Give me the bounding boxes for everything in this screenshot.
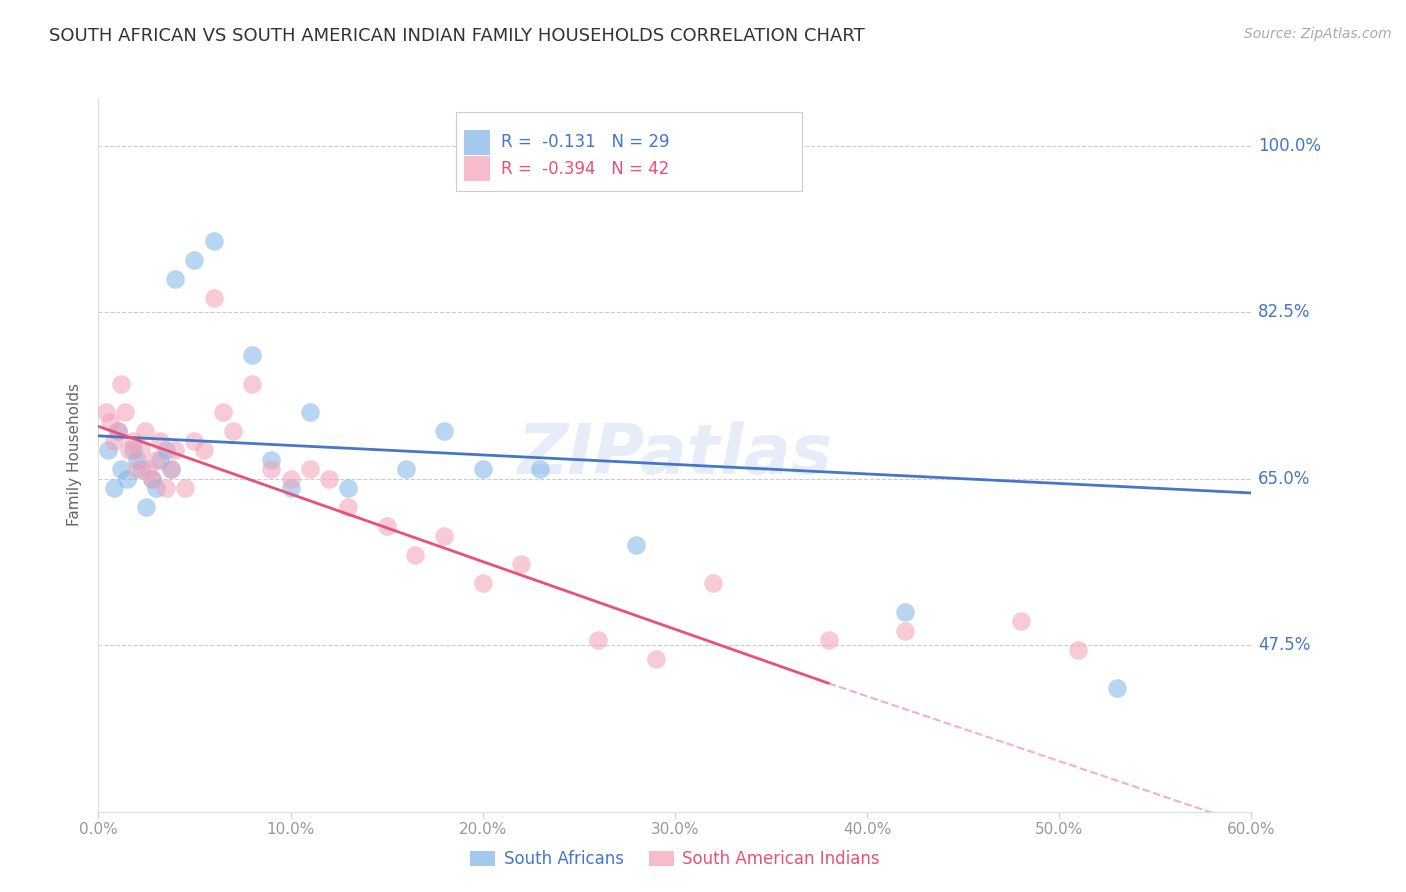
Point	[202, 291, 225, 305]
Text: ZIPatlas: ZIPatlas	[517, 421, 832, 489]
Point	[155, 443, 177, 458]
Point	[337, 500, 360, 515]
Point	[117, 472, 138, 486]
Text: Source: ZipAtlas.com: Source: ZipAtlas.com	[1244, 27, 1392, 41]
Point	[298, 462, 321, 476]
Point	[193, 443, 215, 458]
Point	[433, 529, 456, 543]
Point	[240, 348, 263, 362]
Point	[260, 452, 283, 467]
Point	[97, 443, 120, 458]
Point	[433, 424, 456, 438]
Point	[260, 462, 283, 476]
Legend: South Africans, South American Indians: South Africans, South American Indians	[464, 844, 886, 875]
Point	[141, 472, 163, 486]
Point	[134, 424, 156, 438]
Point	[240, 376, 263, 391]
Point	[94, 405, 117, 419]
Text: 100.0%: 100.0%	[1258, 136, 1322, 154]
Point	[165, 272, 187, 286]
Point	[129, 462, 152, 476]
Point	[118, 443, 141, 458]
Text: 47.5%: 47.5%	[1258, 636, 1310, 654]
Point	[529, 462, 551, 476]
Point	[471, 576, 494, 591]
Point	[280, 481, 302, 495]
Point	[1010, 615, 1032, 629]
Point	[1105, 681, 1128, 695]
Text: 82.5%: 82.5%	[1258, 303, 1310, 321]
Y-axis label: Family Households: Family Households	[67, 384, 83, 526]
Point	[337, 481, 360, 495]
Point	[222, 424, 245, 438]
Point	[103, 481, 125, 495]
Point	[155, 481, 177, 495]
Point	[212, 405, 235, 419]
Point	[145, 481, 167, 495]
Text: 65.0%: 65.0%	[1258, 470, 1310, 488]
Point	[145, 452, 167, 467]
Point	[586, 633, 609, 648]
Point	[183, 252, 205, 267]
Point	[894, 624, 917, 638]
Point	[114, 405, 136, 419]
Point	[98, 415, 121, 429]
Point	[202, 234, 225, 248]
Point	[183, 434, 205, 448]
Point	[395, 462, 418, 476]
Text: SOUTH AFRICAN VS SOUTH AMERICAN INDIAN FAMILY HOUSEHOLDS CORRELATION CHART: SOUTH AFRICAN VS SOUTH AMERICAN INDIAN F…	[49, 27, 865, 45]
Point	[160, 462, 183, 476]
Point	[471, 462, 494, 476]
Point	[122, 443, 145, 458]
Point	[129, 443, 152, 458]
Text: R =  -0.394   N = 42: R = -0.394 N = 42	[501, 160, 669, 178]
Point	[138, 462, 160, 476]
Point	[107, 424, 129, 438]
Point	[165, 443, 187, 458]
Point	[1067, 643, 1090, 657]
Point	[122, 434, 145, 448]
Point	[125, 462, 148, 476]
Point	[405, 548, 427, 562]
Point	[280, 472, 302, 486]
Point	[107, 424, 129, 438]
Point	[103, 434, 125, 448]
Point	[141, 472, 163, 486]
Point	[160, 462, 183, 476]
Point	[149, 434, 172, 448]
Point	[817, 633, 839, 648]
Point	[149, 452, 172, 467]
Point	[135, 500, 157, 515]
Text: R =  -0.131   N = 29: R = -0.131 N = 29	[501, 133, 669, 152]
Point	[702, 576, 724, 591]
Point	[298, 405, 321, 419]
Point	[174, 481, 197, 495]
Point	[626, 538, 648, 552]
Point	[894, 605, 917, 619]
Point	[125, 452, 148, 467]
Point	[110, 462, 132, 476]
Point	[110, 376, 132, 391]
Point	[318, 472, 340, 486]
Point	[510, 558, 533, 572]
Point	[375, 519, 398, 533]
Point	[644, 652, 666, 666]
